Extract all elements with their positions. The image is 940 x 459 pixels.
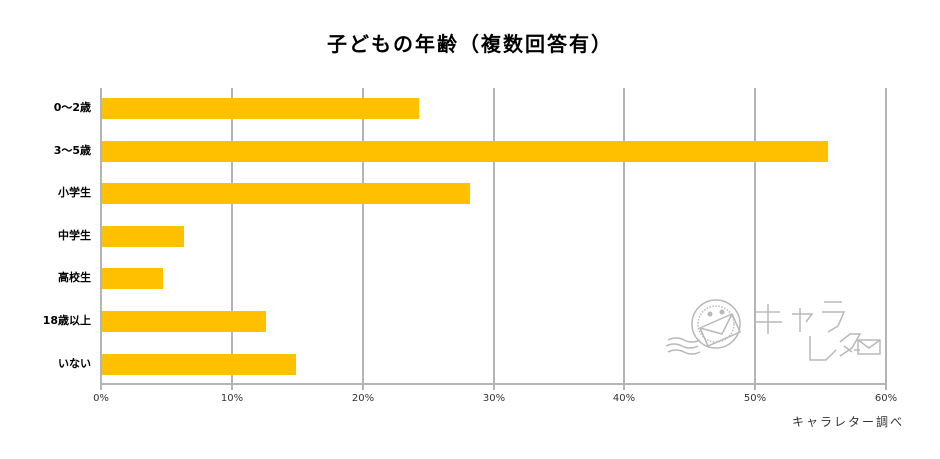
gridline [231, 88, 233, 384]
category-label: 0～2歳 [53, 101, 91, 114]
x-tick-label: 20% [351, 393, 375, 404]
gridline [754, 88, 756, 384]
x-tick [100, 383, 102, 390]
bar [102, 354, 296, 375]
gridline [362, 88, 364, 384]
x-tick [231, 383, 233, 390]
category-label: 小学生 [58, 186, 91, 199]
y-axis [100, 88, 102, 390]
bar [102, 311, 266, 332]
x-tick-label: 30% [482, 393, 506, 404]
chart-title: 子どもの年齢（複数回答有） [327, 32, 613, 56]
x-tick-label: 0% [93, 393, 109, 404]
x-tick [754, 383, 756, 390]
bar [102, 268, 163, 289]
plot-area [100, 88, 887, 390]
x-tick [885, 383, 887, 390]
x-tick [362, 383, 364, 390]
category-label: 18歳以上 [42, 314, 91, 327]
bar [102, 98, 419, 119]
gridline [493, 88, 495, 384]
charaletter-logo-icon [665, 299, 881, 361]
category-label: 3～5歳 [53, 144, 91, 157]
bar [102, 141, 828, 162]
x-tick-label: 60% [874, 393, 898, 404]
category-label: いない [58, 357, 91, 370]
x-tick-label: 50% [743, 393, 767, 404]
source-note: キャラレター調べ [792, 415, 905, 429]
bar [102, 226, 184, 247]
x-tick-label: 40% [612, 393, 636, 404]
gridline [623, 88, 625, 384]
gridline [885, 88, 887, 384]
bar [102, 183, 470, 204]
category-label: 中学生 [58, 229, 91, 242]
x-tick-label: 10% [220, 393, 244, 404]
category-label: 高校生 [58, 271, 91, 284]
x-tick [623, 383, 625, 390]
x-tick [493, 383, 495, 390]
